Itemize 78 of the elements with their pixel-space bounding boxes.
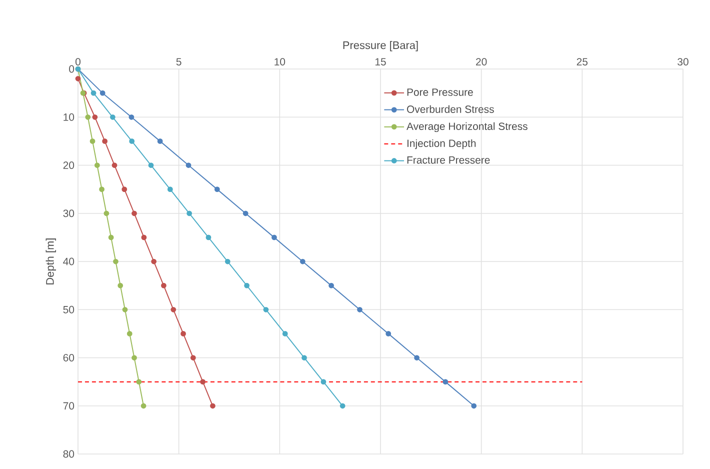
point bbox=[210, 403, 216, 409]
legend-label: Injection Depth bbox=[407, 139, 476, 150]
x-tick-label: 20 bbox=[476, 58, 487, 66]
point bbox=[122, 186, 128, 192]
point bbox=[140, 403, 146, 409]
y-tick-label: 50 bbox=[63, 306, 74, 314]
point bbox=[90, 90, 96, 96]
point bbox=[102, 138, 108, 144]
point bbox=[357, 306, 362, 312]
point bbox=[110, 114, 116, 120]
point bbox=[99, 186, 104, 192]
point bbox=[148, 162, 154, 168]
point bbox=[92, 114, 98, 120]
legend-label: Pore Pressure bbox=[407, 88, 473, 96]
point bbox=[386, 331, 392, 336]
point bbox=[94, 162, 100, 168]
x-tick-label: 5 bbox=[176, 58, 182, 66]
point bbox=[157, 138, 163, 144]
y-axis-title: Depth [m] bbox=[46, 238, 56, 284]
point bbox=[244, 282, 250, 288]
point bbox=[340, 403, 346, 409]
point bbox=[282, 331, 288, 336]
x-tick-label: 30 bbox=[678, 58, 688, 66]
y-tick-label: 0 bbox=[69, 65, 74, 73]
point bbox=[112, 162, 118, 168]
point bbox=[224, 258, 230, 264]
y-tick-label: 10 bbox=[64, 113, 74, 121]
point bbox=[132, 210, 137, 216]
point bbox=[122, 306, 128, 312]
point bbox=[100, 90, 106, 96]
point bbox=[206, 234, 212, 240]
point bbox=[128, 114, 134, 120]
point bbox=[90, 138, 96, 144]
point bbox=[190, 355, 196, 360]
y-tick-label: 80 bbox=[63, 450, 74, 458]
x-axis-title: Pressure [Bara] bbox=[343, 41, 418, 52]
point bbox=[104, 210, 110, 216]
point bbox=[186, 162, 192, 168]
point bbox=[328, 282, 334, 288]
point bbox=[200, 379, 206, 385]
point bbox=[186, 210, 192, 216]
point bbox=[113, 258, 118, 264]
y-tick-label: 30 bbox=[63, 210, 74, 218]
x-tick-label: 25 bbox=[576, 58, 588, 66]
point bbox=[414, 355, 420, 360]
y-tick-label: 40 bbox=[63, 258, 74, 266]
point bbox=[132, 355, 137, 360]
point bbox=[75, 76, 81, 82]
x-tick-label: 0 bbox=[75, 58, 80, 66]
point bbox=[167, 186, 173, 192]
point bbox=[118, 282, 124, 288]
point bbox=[263, 306, 269, 312]
point bbox=[141, 234, 147, 240]
y-tick-label: 60 bbox=[63, 354, 74, 362]
y-tick-label: 20 bbox=[63, 162, 74, 169]
point bbox=[170, 306, 176, 312]
point bbox=[129, 138, 135, 144]
point bbox=[272, 234, 277, 240]
legend-label: Overburden Stress bbox=[407, 105, 494, 113]
point bbox=[471, 403, 477, 409]
x-tick-label: 15 bbox=[375, 58, 386, 66]
point bbox=[85, 114, 91, 120]
point bbox=[136, 379, 142, 385]
legend-label: Average Horizontal Stress bbox=[406, 122, 528, 132]
point bbox=[151, 258, 157, 264]
point bbox=[180, 331, 186, 336]
point bbox=[242, 210, 248, 216]
point bbox=[442, 379, 448, 385]
point bbox=[126, 331, 132, 336]
point bbox=[320, 379, 326, 385]
point bbox=[300, 258, 306, 264]
legend-label: Fracture Pressere bbox=[407, 156, 490, 164]
point bbox=[214, 186, 220, 192]
point bbox=[108, 234, 114, 240]
y-tick-label: 70 bbox=[63, 402, 74, 410]
point bbox=[302, 355, 307, 360]
x-tick-label: 10 bbox=[274, 58, 286, 66]
point bbox=[161, 282, 166, 288]
